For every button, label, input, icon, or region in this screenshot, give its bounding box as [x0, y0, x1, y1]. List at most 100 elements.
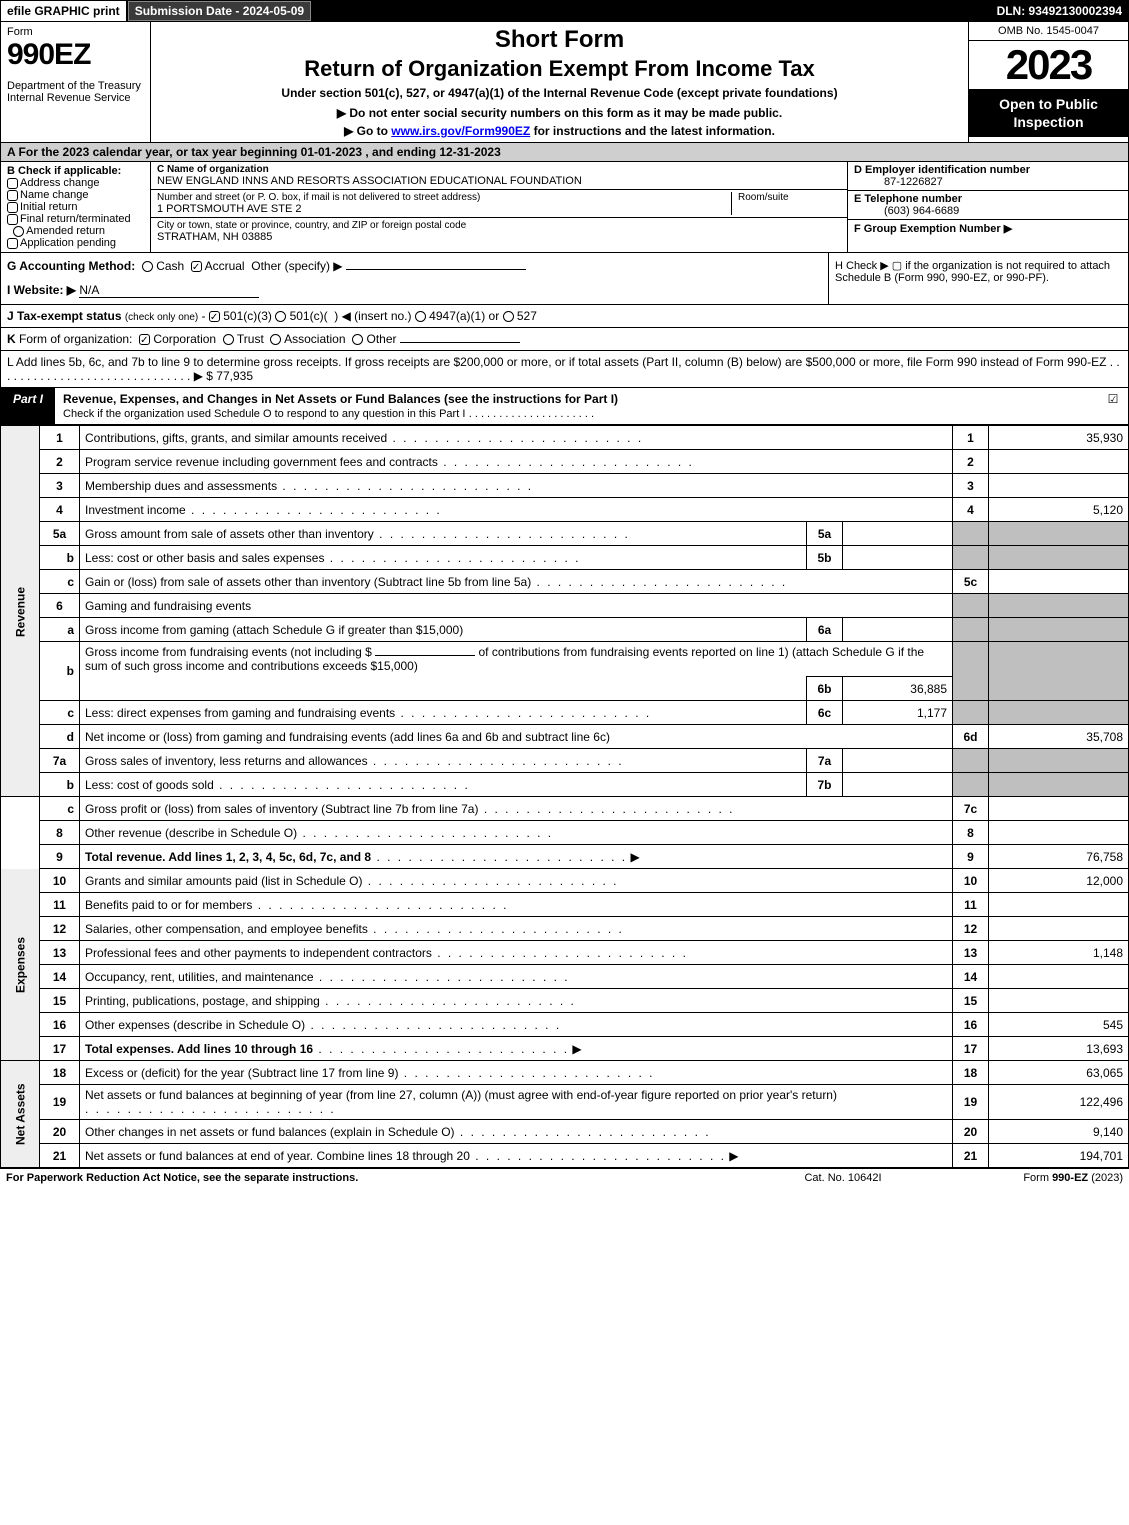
lbl-application-pending: Application pending	[20, 237, 116, 249]
other-org-input[interactable]	[400, 342, 520, 343]
ln13-r: 13	[953, 941, 989, 965]
check-527[interactable]	[503, 311, 514, 322]
ln6c-rshade	[953, 701, 989, 725]
header-center: Short Form Return of Organization Exempt…	[151, 22, 968, 142]
header-right: OMB No. 1545-0047 2023 Open to Public In…	[968, 22, 1128, 142]
check-address-change[interactable]	[7, 178, 18, 189]
ln6-no: 6	[40, 594, 80, 618]
ln2-r: 2	[953, 450, 989, 474]
check-trust[interactable]	[223, 334, 234, 345]
ln5c-no: c	[40, 570, 80, 594]
ln10-val: 12,000	[989, 869, 1129, 893]
irs-link[interactable]: www.irs.gov/Form990EZ	[391, 124, 530, 138]
form-number: 990EZ	[7, 38, 144, 72]
ln2-no: 2	[40, 450, 80, 474]
side-net-assets: Net Assets	[1, 1061, 40, 1168]
lines-table: Revenue 1 Contributions, gifts, grants, …	[0, 425, 1129, 1168]
ln15-r: 15	[953, 989, 989, 1013]
col-g-accounting: G Accounting Method: Cash Accrual Other …	[1, 253, 828, 304]
ln14-r: 14	[953, 965, 989, 989]
check-application-pending[interactable]	[7, 238, 18, 249]
other-specify-input[interactable]	[346, 269, 526, 270]
check-association[interactable]	[270, 334, 281, 345]
ln17-val: 13,693	[989, 1037, 1129, 1061]
ln8-val	[989, 821, 1129, 845]
lbl-cash: Cash	[156, 259, 184, 273]
radio-accrual[interactable]	[191, 261, 202, 272]
ln7b-rshade	[953, 773, 989, 797]
check-501c3[interactable]	[209, 311, 220, 322]
ln3-desc: Membership dues and assessments	[85, 479, 277, 493]
ln12-no: 12	[40, 917, 80, 941]
ln5c-val	[989, 570, 1129, 594]
ln5b-subval	[843, 546, 953, 570]
ln7a-desc: Gross sales of inventory, less returns a…	[85, 754, 368, 768]
ln13-val: 1,148	[989, 941, 1129, 965]
radio-cash[interactable]	[142, 261, 153, 272]
d-ein-label: D Employer identification number	[854, 164, 1030, 176]
form-subtitle: Under section 501(c), 527, or 4947(a)(1)…	[157, 86, 962, 100]
ln16-desc: Other expenses (describe in Schedule O)	[85, 1018, 305, 1032]
check-amended-return[interactable]	[13, 226, 24, 237]
street-value: 1 PORTSMOUTH AVE STE 2	[157, 203, 731, 215]
part1-schedule-o-check[interactable]: ☑	[1098, 388, 1128, 424]
ln5b-no: b	[40, 546, 80, 570]
footer-center: Cat. No. 10642I	[743, 1172, 943, 1184]
ln7a-rshade	[953, 749, 989, 773]
ln12-val	[989, 917, 1129, 941]
ln12-r: 12	[953, 917, 989, 941]
ln5b-rshade	[953, 546, 989, 570]
ln2-val	[989, 450, 1129, 474]
ln4-r: 4	[953, 498, 989, 522]
omb-number: OMB No. 1545-0047	[969, 22, 1128, 41]
ln6d-no: d	[40, 725, 80, 749]
ln1-desc: Contributions, gifts, grants, and simila…	[85, 431, 387, 445]
check-name-change[interactable]	[7, 190, 18, 201]
check-final-return[interactable]	[7, 214, 18, 225]
check-other-org[interactable]	[352, 334, 363, 345]
check-initial-return[interactable]	[7, 202, 18, 213]
ln8-desc: Other revenue (describe in Schedule O)	[85, 826, 297, 840]
link-pre: ▶ Go to	[344, 124, 391, 138]
ln5b-desc: Less: cost or other basis and sales expe…	[85, 551, 324, 565]
tax-year: 2023	[969, 41, 1128, 89]
ln7c-no: c	[40, 797, 80, 821]
ln6a-rshade	[953, 618, 989, 642]
ln7b-no: b	[40, 773, 80, 797]
ln18-desc: Excess or (deficit) for the year (Subtra…	[85, 1066, 398, 1080]
col-de: D Employer identification number 87-1226…	[848, 162, 1128, 252]
ln6b-vshade	[989, 642, 1129, 701]
check-501c[interactable]	[275, 311, 286, 322]
ln7c-desc: Gross profit or (loss) from sales of inv…	[85, 802, 478, 816]
g-label: G Accounting Method:	[7, 259, 135, 273]
f-group-label: F Group Exemption Number ▶	[854, 223, 1012, 235]
ln6a-vshade	[989, 618, 1129, 642]
page-footer: For Paperwork Reduction Act Notice, see …	[0, 1168, 1129, 1187]
ln5a-desc: Gross amount from sale of assets other t…	[85, 527, 374, 541]
ln3-r: 3	[953, 474, 989, 498]
ln1-val: 35,930	[989, 426, 1129, 450]
part1-subtitle: Check if the organization used Schedule …	[63, 408, 465, 420]
ln10-r: 10	[953, 869, 989, 893]
col-b-label: B Check if applicable:	[7, 165, 121, 177]
ln6b-blank[interactable]	[375, 655, 475, 656]
ssn-warning: ▶ Do not enter social security numbers o…	[157, 106, 962, 120]
check-4947[interactable]	[415, 311, 426, 322]
ln16-val: 545	[989, 1013, 1129, 1037]
ln6a-desc: Gross income from gaming (attach Schedul…	[85, 623, 463, 637]
dln-label: DLN: 93492130002394	[991, 1, 1128, 21]
ln10-no: 10	[40, 869, 80, 893]
ln11-desc: Benefits paid to or for members	[85, 898, 252, 912]
ln12-desc: Salaries, other compensation, and employ…	[85, 922, 368, 936]
ln6b-desc1: Gross income from fundraising events (no…	[85, 645, 372, 659]
ln21-no: 21	[40, 1144, 80, 1168]
ln9-r: 9	[953, 845, 989, 869]
ln19-val: 122,496	[989, 1085, 1129, 1120]
ln6b-rshade	[953, 642, 989, 701]
street-label: Number and street (or P. O. box, if mail…	[157, 192, 731, 203]
check-corporation[interactable]	[139, 334, 150, 345]
ln6a-subval	[843, 618, 953, 642]
ln4-val: 5,120	[989, 498, 1129, 522]
ln3-no: 3	[40, 474, 80, 498]
ln7a-sub: 7a	[807, 749, 843, 773]
